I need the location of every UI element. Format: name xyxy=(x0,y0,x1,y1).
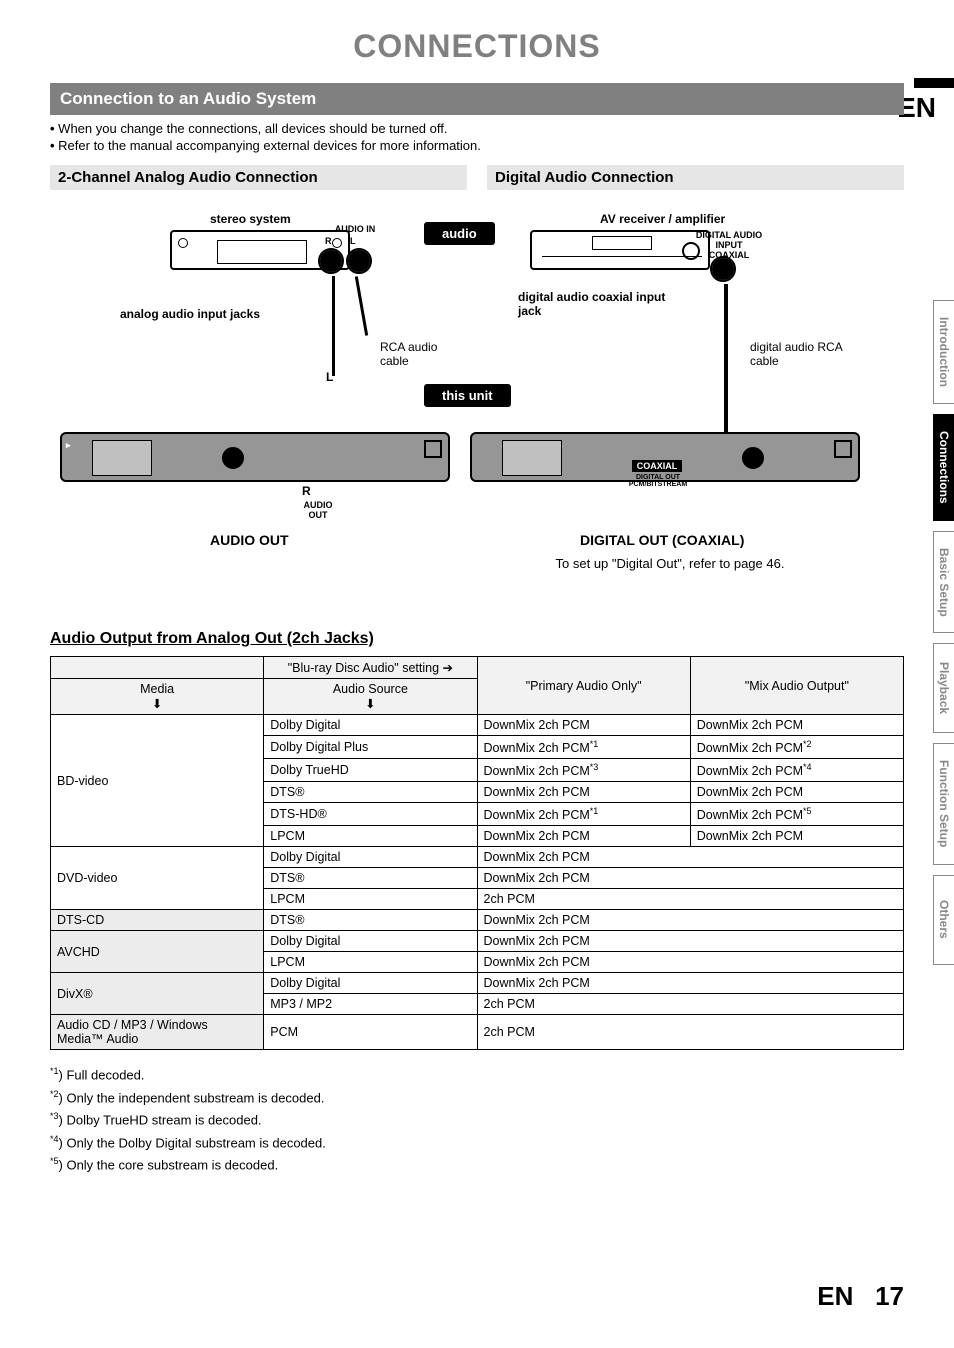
right-subheader: Digital Audio Connection xyxy=(487,165,904,190)
primary-cell: DownMix 2ch PCM*1 xyxy=(477,736,690,759)
digital-note: To set up "Digital Out", refer to page 4… xyxy=(510,556,830,571)
audio-output-table: "Blu-ray Disc Audio" setting ➔ "Primary … xyxy=(50,656,904,1050)
digital-out-label: DIGITAL OUT (COAXIAL) xyxy=(580,532,744,548)
source-cell: Dolby TrueHD xyxy=(264,759,477,782)
footnote: *1) Full decoded. xyxy=(50,1064,904,1086)
output-cell: DownMix 2ch PCM xyxy=(477,910,904,931)
primary-cell: DownMix 2ch PCM xyxy=(477,715,690,736)
source-cell: Dolby Digital xyxy=(264,931,477,952)
media-cell: DivX® xyxy=(51,973,264,1015)
primary-cell: DownMix 2ch PCM*1 xyxy=(477,803,690,826)
this-unit-tag: this unit xyxy=(424,384,511,407)
media-cell: DTS-CD xyxy=(51,910,264,931)
output-cell: DownMix 2ch PCM xyxy=(477,847,904,868)
footer-pagenum: 17 xyxy=(875,1281,904,1311)
media-cell: BD-video xyxy=(51,715,264,847)
audio-tag: audio xyxy=(424,222,495,245)
l-label-cable: L xyxy=(326,370,333,384)
source-cell: LPCM xyxy=(264,952,477,973)
left-subheader: 2-Channel Analog Audio Connection xyxy=(50,165,467,190)
analog-jack-l xyxy=(346,248,372,274)
th-media: Media⬇ xyxy=(51,679,264,715)
source-cell: Dolby Digital xyxy=(264,973,477,994)
digital-input-label: DIGITAL AUDIO INPUTCOAXIAL xyxy=(684,230,774,260)
digital-jack-label: digital audio coaxial input jack xyxy=(518,290,668,318)
analog-jack-r xyxy=(318,248,344,274)
primary-cell: DownMix 2ch PCM xyxy=(477,782,690,803)
output-cell: 2ch PCM xyxy=(477,889,904,910)
source-cell: PCM xyxy=(264,1015,477,1050)
digital-cable xyxy=(724,284,728,434)
l-label: L xyxy=(350,236,356,246)
th-empty xyxy=(51,657,264,679)
av-receiver-icon xyxy=(530,230,710,270)
analog-jacks-label: analog audio input jacks xyxy=(120,307,260,321)
media-cell: AVCHD xyxy=(51,931,264,973)
media-cell: DVD-video xyxy=(51,847,264,910)
mix-cell: DownMix 2ch PCM xyxy=(690,782,903,803)
page-title: CONNECTIONS xyxy=(0,0,954,83)
source-cell: LPCM xyxy=(264,826,477,847)
th-bd-setting: "Blu-ray Disc Audio" setting ➔ xyxy=(264,657,477,679)
output-cell: DownMix 2ch PCM xyxy=(477,952,904,973)
footnote: *5) Only the core substream is decoded. xyxy=(50,1154,904,1176)
av-receiver-label: AV receiver / amplifier xyxy=(600,212,725,226)
r-label: R xyxy=(325,236,332,246)
th-mix: "Mix Audio Output" xyxy=(690,657,903,715)
media-cell: Audio CD / MP3 / Windows Media™ Audio xyxy=(51,1015,264,1050)
digital-out-small: DIGITAL OUTPCM/BITSTREAM xyxy=(626,474,690,488)
table-title: Audio Output from Analog Out (2ch Jacks) xyxy=(50,630,904,648)
source-cell: DTS-HD® xyxy=(264,803,477,826)
footnote: *3) Dolby TrueHD stream is decoded. xyxy=(50,1109,904,1131)
audio-in-label: AUDIO IN xyxy=(325,224,385,234)
digital-cable-label: digital audio RCA cable xyxy=(750,340,850,368)
footnotes: *1) Full decoded.*2) Only the independen… xyxy=(50,1064,904,1176)
source-cell: Dolby Digital xyxy=(264,847,477,868)
page-footer: EN 17 xyxy=(817,1281,904,1312)
output-cell: DownMix 2ch PCM xyxy=(477,931,904,952)
r-label-cable: R xyxy=(302,484,311,498)
digital-coax-jack-top xyxy=(710,256,736,282)
audio-out-small: AUDIOOUT xyxy=(298,500,338,520)
footer-lang: EN xyxy=(817,1281,853,1311)
source-cell: DTS® xyxy=(264,910,477,931)
output-cell: 2ch PCM xyxy=(477,1015,904,1050)
primary-cell: DownMix 2ch PCM*3 xyxy=(477,759,690,782)
output-cell: DownMix 2ch PCM xyxy=(477,973,904,994)
source-cell: DTS® xyxy=(264,782,477,803)
connection-diagram: stereo system AUDIO IN R L analog audio … xyxy=(50,212,904,612)
footnote: *2) Only the independent substream is de… xyxy=(50,1087,904,1109)
mix-cell: DownMix 2ch PCM xyxy=(690,715,903,736)
stereo-system-label: stereo system xyxy=(210,212,291,226)
audio-out-label: AUDIO OUT xyxy=(210,532,289,548)
th-audio-source: Audio Source⬇ xyxy=(264,679,477,715)
th-primary: "Primary Audio Only" xyxy=(477,657,690,715)
coaxial-label: COAXIAL xyxy=(632,460,682,472)
source-cell: Dolby Digital Plus xyxy=(264,736,477,759)
source-cell: Dolby Digital xyxy=(264,715,477,736)
output-cell: 2ch PCM xyxy=(477,994,904,1015)
mix-cell: DownMix 2ch PCM xyxy=(690,826,903,847)
footnote: *4) Only the Dolby Digital substream is … xyxy=(50,1132,904,1154)
source-cell: DTS® xyxy=(264,868,477,889)
mix-cell: DownMix 2ch PCM*4 xyxy=(690,759,903,782)
rca-cable-label: RCA audio cable xyxy=(380,340,460,368)
cable-r xyxy=(355,276,368,336)
unit-rear-left: ▸ xyxy=(60,432,450,482)
section-header: Connection to an Audio System xyxy=(50,83,904,115)
note-item: Refer to the manual accompanying externa… xyxy=(50,138,904,153)
source-cell: LPCM xyxy=(264,889,477,910)
mix-cell: DownMix 2ch PCM*5 xyxy=(690,803,903,826)
source-cell: MP3 / MP2 xyxy=(264,994,477,1015)
output-cell: DownMix 2ch PCM xyxy=(477,868,904,889)
primary-cell: DownMix 2ch PCM xyxy=(477,826,690,847)
cable-l xyxy=(332,276,335,376)
mix-cell: DownMix 2ch PCM*2 xyxy=(690,736,903,759)
section-notes: When you change the connections, all dev… xyxy=(50,121,904,153)
note-item: When you change the connections, all dev… xyxy=(50,121,904,136)
